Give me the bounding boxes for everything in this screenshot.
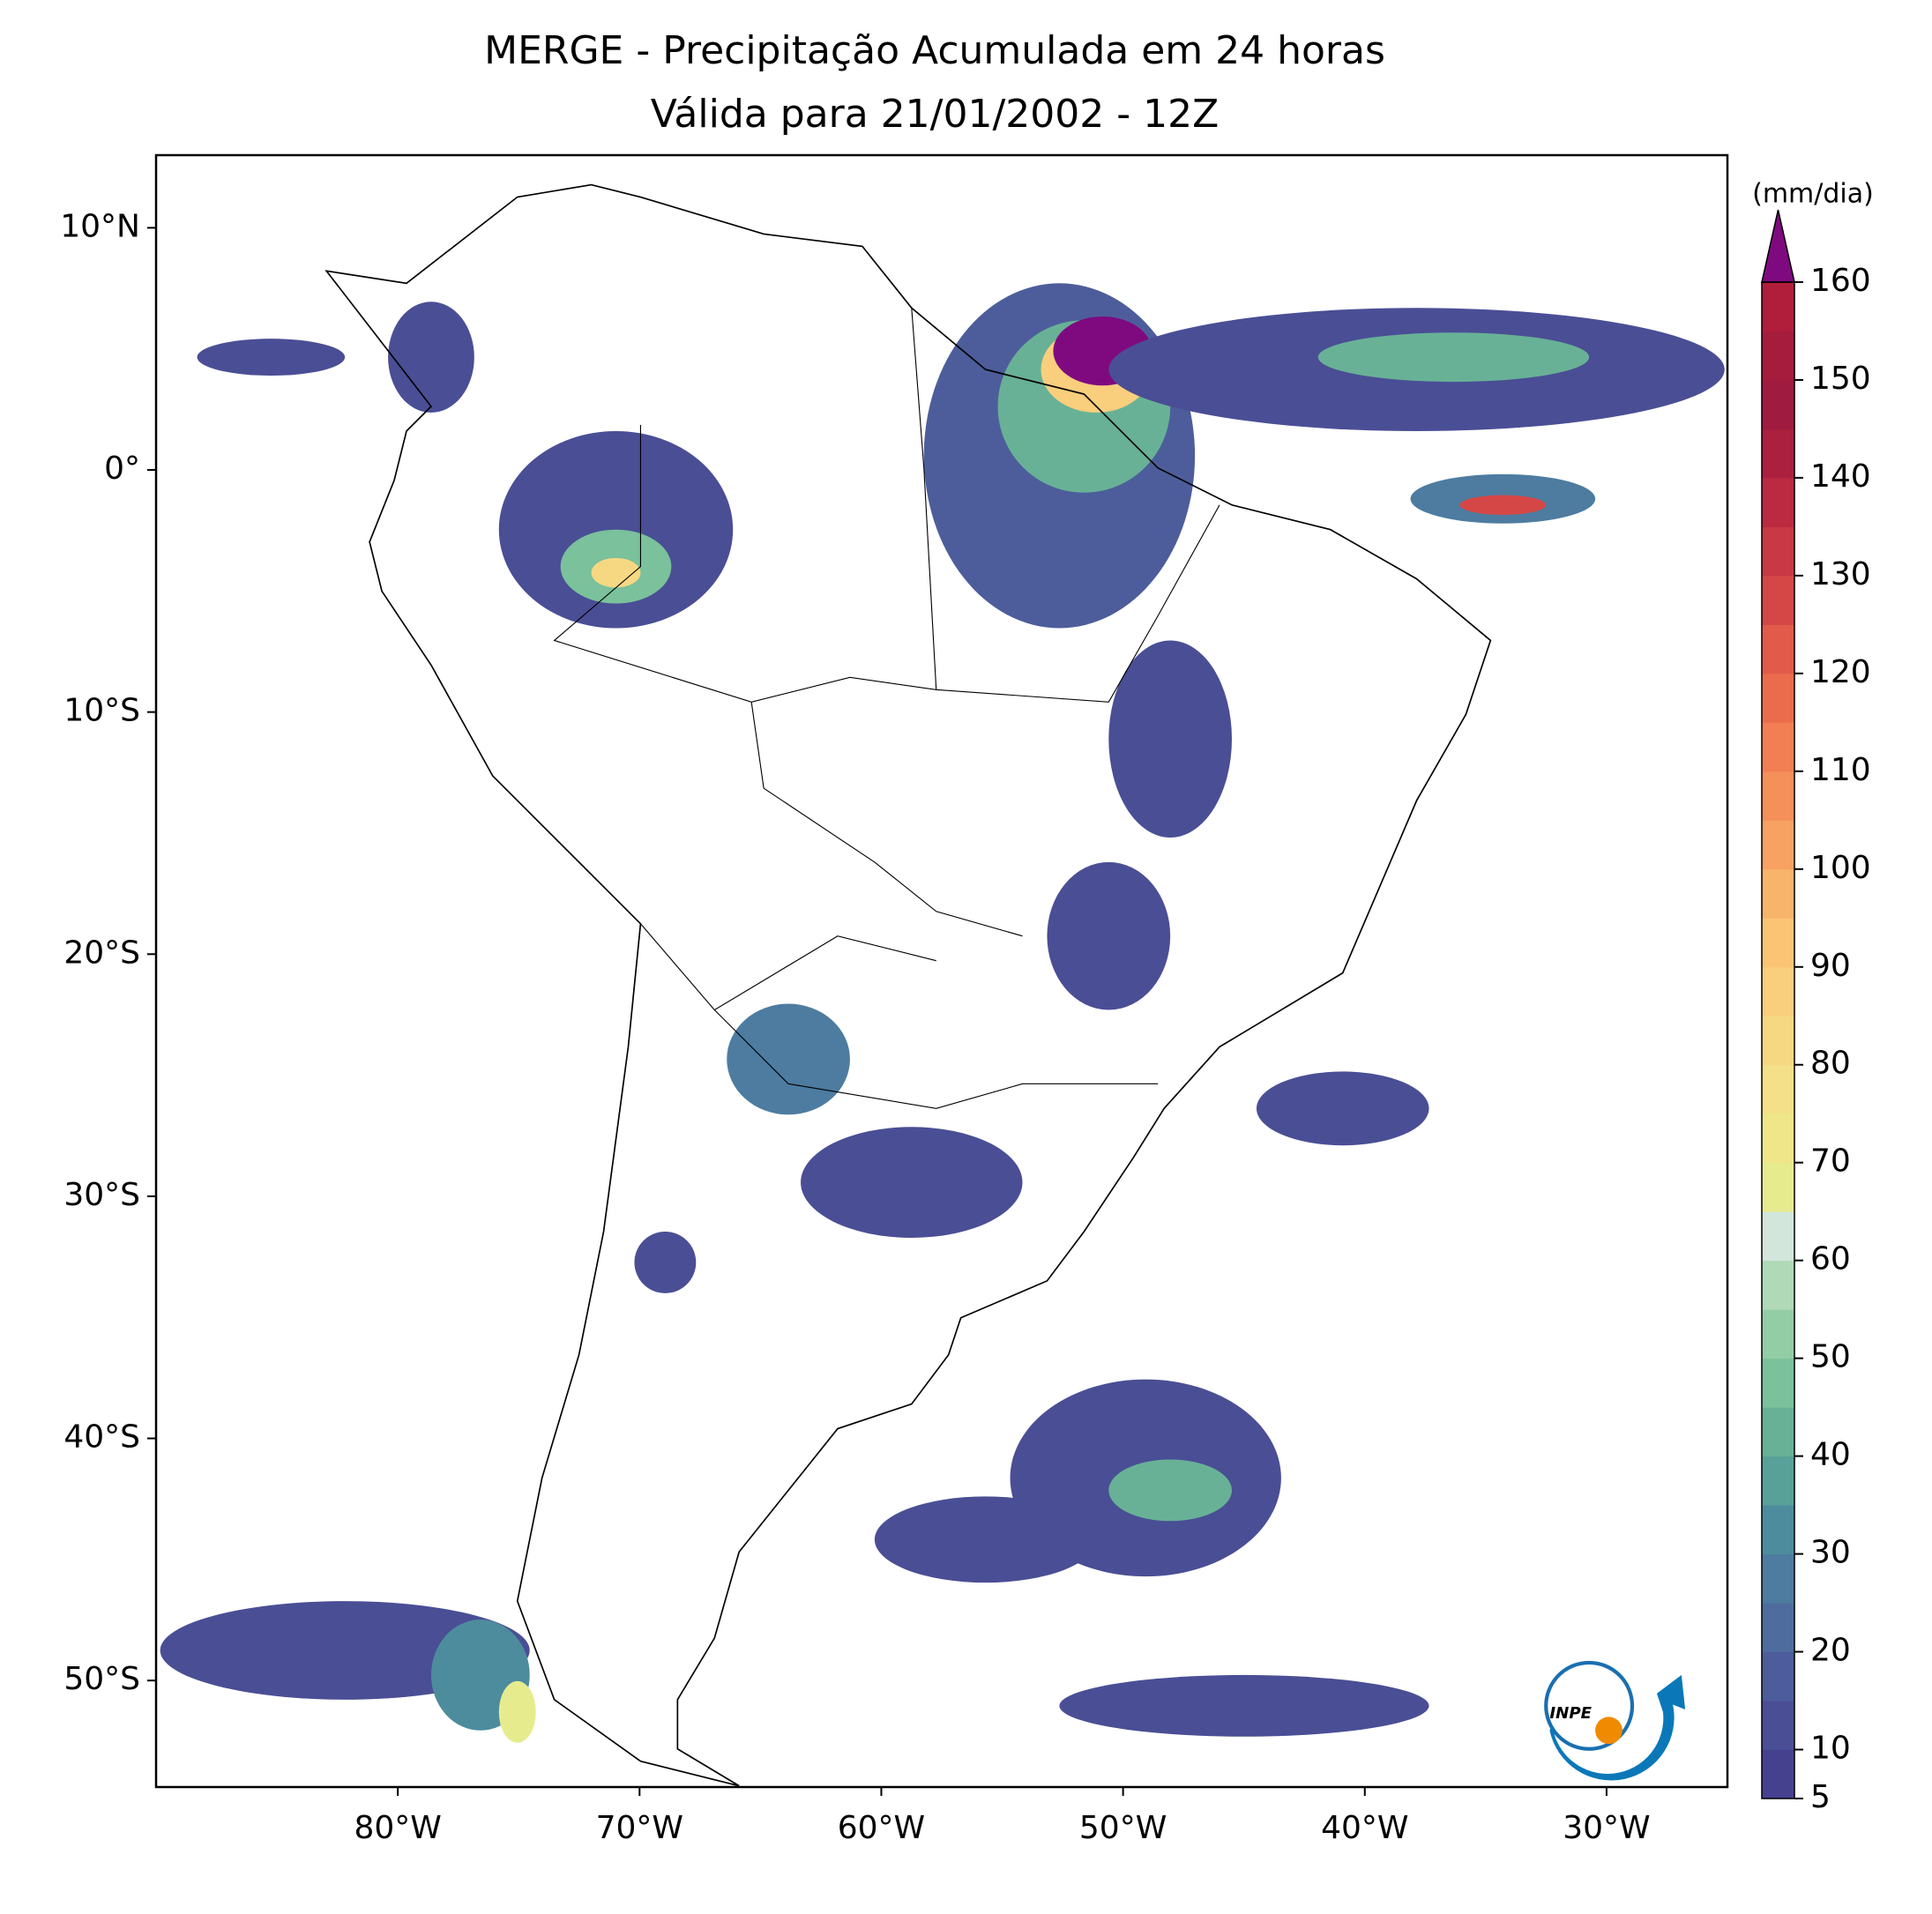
map-frame bbox=[154, 153, 1729, 1789]
colorbar-tick-label: 120 bbox=[1810, 654, 1871, 690]
colorbar-segment bbox=[1762, 1309, 1794, 1359]
colorbar-tick-label: 70 bbox=[1810, 1143, 1851, 1180]
continent-outline bbox=[324, 183, 1492, 1787]
colorbar-segment bbox=[1762, 966, 1794, 1017]
colorbar-tick-label: 140 bbox=[1810, 458, 1871, 495]
colorbar-tick-label: 60 bbox=[1810, 1241, 1851, 1277]
y-tick-label: 40°S bbox=[63, 1419, 140, 1456]
y-tick-label: 0° bbox=[104, 451, 140, 487]
x-tick-label: 60°W bbox=[838, 1810, 925, 1846]
colorbar-segment bbox=[1762, 1113, 1794, 1164]
colorbar-tick-label: 40 bbox=[1810, 1437, 1851, 1473]
colorbar-label: (mm/dia) bbox=[1752, 179, 1874, 210]
map-layer: INPE bbox=[160, 183, 1725, 1787]
colorbar-segment bbox=[1762, 918, 1794, 968]
colorbar-segment bbox=[1762, 1016, 1794, 1066]
x-tick-label: 40°W bbox=[1321, 1810, 1408, 1846]
colorbar-frame bbox=[1761, 281, 1795, 1799]
colorbar-segment bbox=[1762, 673, 1794, 723]
precipitation bbox=[160, 283, 1725, 1743]
colorbar-tick-label: 110 bbox=[1810, 752, 1871, 788]
colorbar-segment bbox=[1762, 1358, 1794, 1408]
colorbar-segment bbox=[1762, 1211, 1794, 1262]
colorbar-segment bbox=[1762, 1162, 1794, 1212]
svg-text:INPE: INPE bbox=[1549, 1704, 1592, 1723]
x-tick-label: 30°W bbox=[1563, 1810, 1650, 1846]
title: MERGE - Precipitação Acumulada em 24 hor… bbox=[484, 28, 1385, 73]
colorbar-tick-label: 90 bbox=[1810, 948, 1851, 984]
colorbar-segment bbox=[1762, 1260, 1794, 1310]
colorbar-segment bbox=[1762, 1064, 1794, 1114]
y-tick-label: 10°N bbox=[60, 208, 140, 244]
colorbar-segment bbox=[1762, 624, 1794, 674]
inpe-logo: INPE bbox=[1544, 1660, 1686, 1781]
colorbar-segment bbox=[1762, 331, 1794, 381]
colorbar-tick-label: 50 bbox=[1810, 1339, 1851, 1375]
y-tick-label: 50°S bbox=[63, 1661, 140, 1697]
colorbar-segment bbox=[1762, 282, 1794, 331]
x-tick-label: 50°W bbox=[1079, 1810, 1167, 1846]
colorbar-tick-label: 160 bbox=[1810, 263, 1871, 299]
colorbar-segment bbox=[1762, 820, 1794, 870]
colorbar-tick-label: 80 bbox=[1810, 1046, 1851, 1082]
colorbar-segment bbox=[1762, 575, 1794, 625]
subtitle: Válida para 21/01/2002 - 12Z bbox=[651, 92, 1220, 137]
colorbar-segment bbox=[1762, 771, 1794, 821]
colorbar-segment bbox=[1762, 379, 1794, 429]
colorbar-tick-label: 5 bbox=[1810, 1779, 1831, 1815]
colorbar-segment bbox=[1762, 1505, 1794, 1555]
colorbar-segment bbox=[1762, 868, 1794, 919]
y-tick-label: 30°S bbox=[63, 1177, 140, 1213]
y-tick-label: 20°S bbox=[63, 935, 140, 971]
colorbar-tick-label: 100 bbox=[1810, 850, 1871, 886]
colorbar-segment bbox=[1762, 1651, 1794, 1702]
y-tick-label: 10°S bbox=[63, 693, 140, 729]
colorbar-segment bbox=[1762, 722, 1794, 772]
colorbar-tick-label: 130 bbox=[1810, 556, 1871, 592]
colorbar-segment bbox=[1762, 1407, 1794, 1457]
colorbar-tick-label: 30 bbox=[1810, 1535, 1851, 1571]
colorbar-tick-label: 150 bbox=[1810, 361, 1871, 397]
colorbar-segment bbox=[1762, 1456, 1794, 1506]
colorbar-extend bbox=[1761, 209, 1795, 283]
x-tick-label: 70°W bbox=[596, 1810, 683, 1846]
colorbar-tick-label: 10 bbox=[1810, 1731, 1851, 1767]
x-tick-label: 80°W bbox=[354, 1810, 441, 1846]
colorbar-segment bbox=[1762, 1701, 1794, 1751]
colorbar-segment bbox=[1762, 428, 1794, 479]
colorbar-segment bbox=[1762, 477, 1794, 527]
colorbar-segment bbox=[1762, 1749, 1794, 1799]
colorbar-segment bbox=[1762, 1553, 1794, 1604]
borders bbox=[553, 308, 1220, 1109]
colorbar-segment bbox=[1762, 1603, 1794, 1653]
colorbar-segment bbox=[1762, 526, 1794, 577]
colorbar-tick-label: 20 bbox=[1810, 1633, 1851, 1669]
